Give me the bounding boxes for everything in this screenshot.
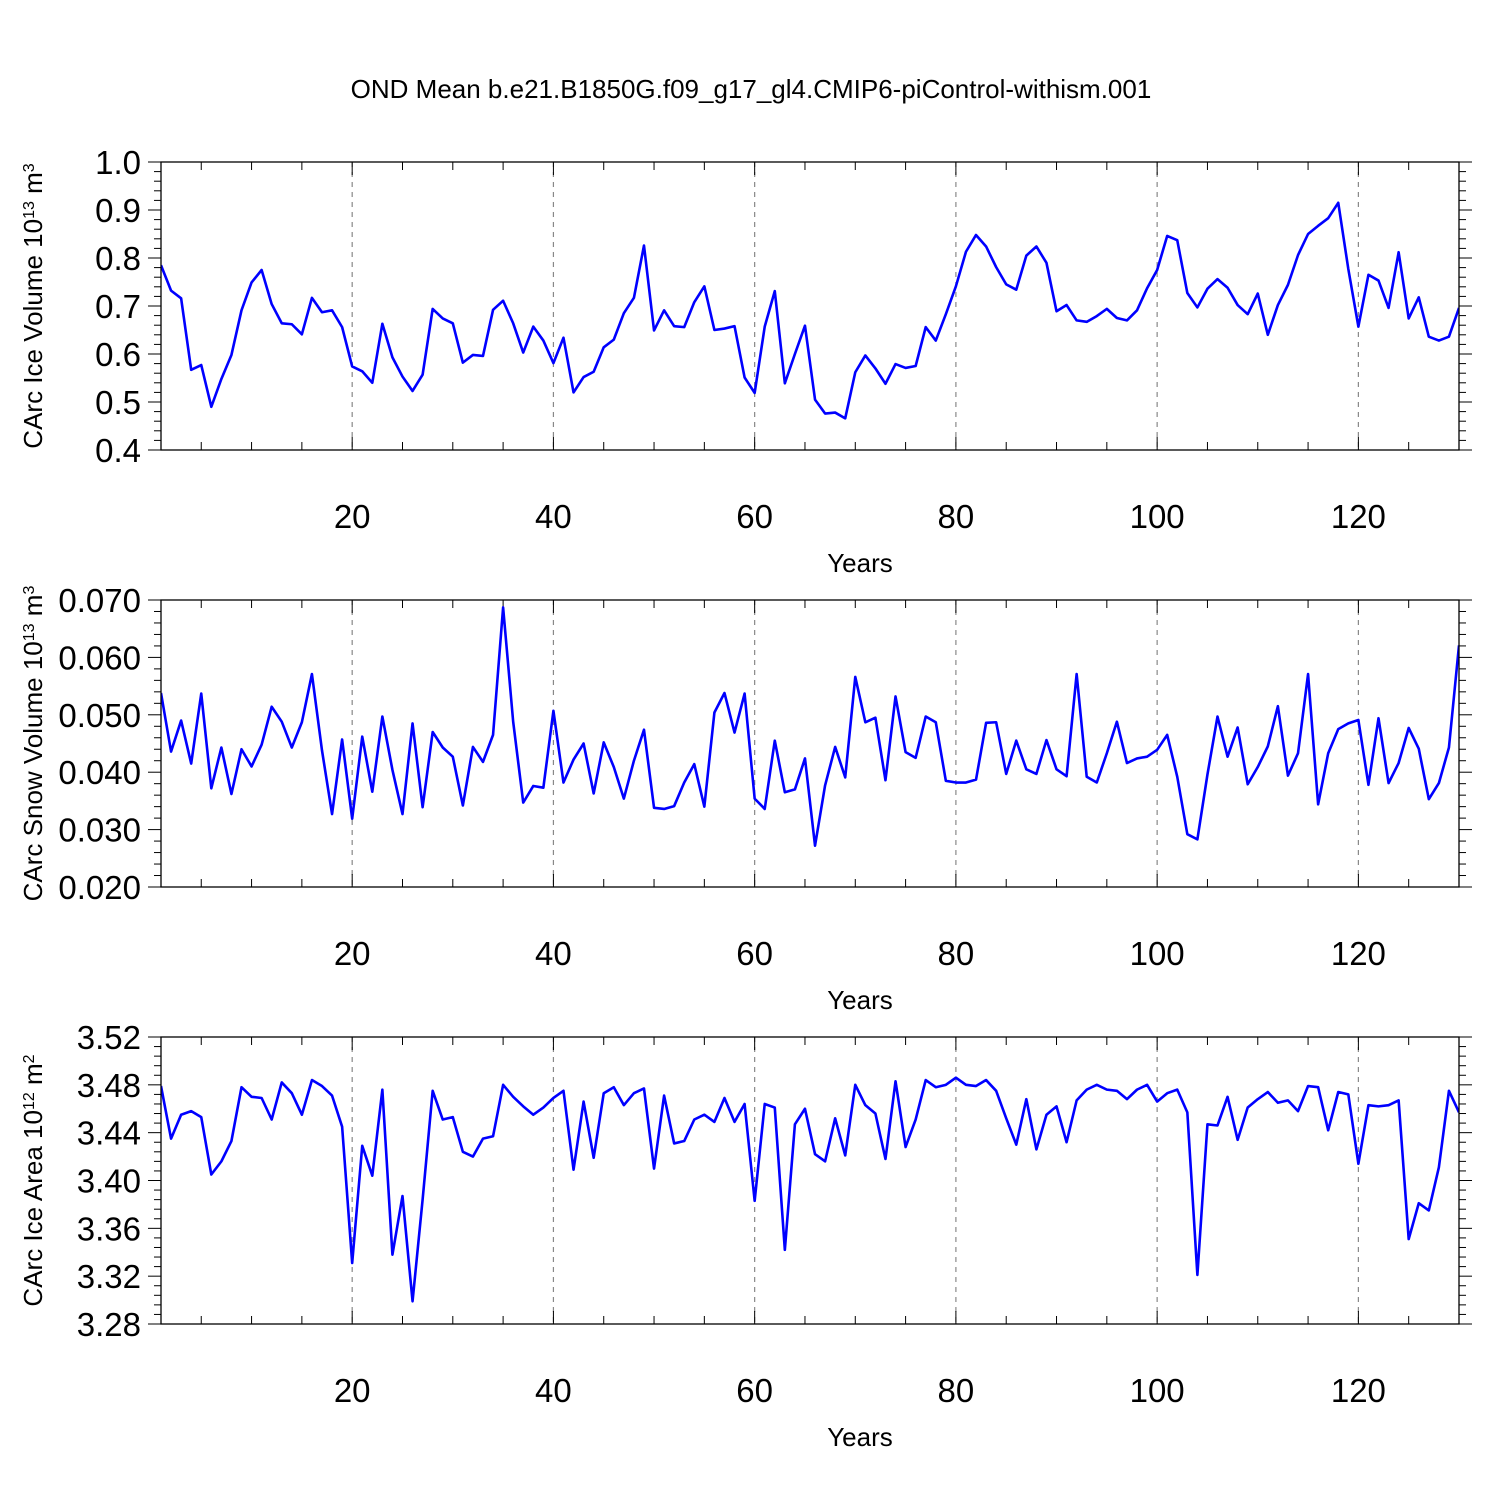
y-tick-label: 1.0	[95, 144, 141, 181]
x-tick-label: 40	[535, 498, 572, 535]
series-line-snow-volume	[161, 606, 1459, 847]
x-tick-label: 100	[1130, 935, 1185, 972]
x-tick-label: 120	[1331, 935, 1386, 972]
y-tick-label: 0.050	[58, 697, 141, 734]
x-tick-label: 100	[1130, 1372, 1185, 1409]
x-axis-title: Years	[827, 985, 893, 1015]
x-tick-label: 20	[334, 1372, 371, 1409]
x-tick-label: 120	[1331, 1372, 1386, 1409]
x-axis-title: Years	[827, 1422, 893, 1452]
panel-ice-area: 3.28 3.32 3.36 3.40 3.44 3.48 3.52 20 40 60 80 100 1…	[18, 1019, 1472, 1452]
plot-frame	[160, 599, 1460, 888]
series-line-ice-volume	[161, 201, 1459, 420]
y-tick-label: 0.7	[95, 288, 141, 325]
x-tick-label: 20	[334, 498, 371, 535]
y-tick-label: 0.9	[95, 192, 141, 229]
y-title-unit-exponent: 2	[21, 1054, 38, 1063]
y-title-base: CArc Ice Area 10	[18, 1110, 48, 1307]
x-tick-label: 60	[736, 935, 773, 972]
x-tick-label: 60	[736, 498, 773, 535]
y-tick-label: 0.060	[58, 639, 141, 676]
y-tick-label: 3.32	[77, 1258, 141, 1295]
x-tick-label: 20	[334, 935, 371, 972]
y-tick-label: 0.070	[58, 582, 141, 619]
y-title-base: CArc Snow Volume 10	[18, 641, 48, 901]
x-tick-label: 120	[1331, 498, 1386, 535]
y-title-unit: m	[18, 595, 48, 624]
x-tick-label: 100	[1130, 498, 1185, 535]
y-tick-label: 0.030	[58, 812, 141, 849]
y-tick-label: 3.44	[77, 1115, 141, 1152]
y-tick-label: 0.6	[95, 336, 141, 373]
y-axis-title: CArc Snow Volume 1013 m3	[18, 586, 48, 902]
y-tick-label: 3.48	[77, 1067, 141, 1104]
plot-frame	[160, 1036, 1460, 1325]
panel-snow-volume: 0.020 0.030 0.040 0.050 0.060 0.070 20 40 60 80 10…	[18, 582, 1472, 1015]
y-title-unit: m	[18, 172, 48, 201]
figure-title: OND Mean b.e21.B1850G.f09_g17_gl4.CMIP6-…	[351, 74, 1152, 104]
y-title-exponent: 13	[21, 201, 38, 219]
y-title-unit-exponent: 3	[21, 163, 38, 172]
plot-frame	[160, 161, 1460, 451]
x-tick-label: 40	[535, 1372, 572, 1409]
panel-ice-volume: 0.4 0.5 0.6 0.7 0.8 0.9 1.0 20 40 60 80 100 120 Years…	[18, 144, 1472, 578]
y-title-unit: m	[18, 1063, 48, 1092]
y-title-base: CArc Ice Volume 10	[18, 219, 48, 449]
panels-container: 0.4 0.5 0.6 0.7 0.8 0.9 1.0 20 40 60 80 100 120 Years…	[18, 144, 1472, 1452]
y-tick-label: 0.5	[95, 384, 141, 421]
y-title-exponent: 13	[21, 623, 38, 641]
x-tick-label: 80	[938, 498, 975, 535]
y-tick-label: 3.28	[77, 1306, 141, 1343]
x-tick-label: 80	[938, 1372, 975, 1409]
y-tick-label: 3.36	[77, 1210, 141, 1247]
y-axis-title: CArc Ice Volume 1013 m3	[18, 163, 48, 448]
y-title-unit-exponent: 3	[21, 586, 38, 595]
y-tick-label: 3.52	[77, 1019, 141, 1056]
y-tick-label: 3.40	[77, 1163, 141, 1200]
series-line-ice-area	[161, 1076, 1459, 1303]
y-title-exponent: 12	[21, 1092, 38, 1110]
x-tick-label: 40	[535, 935, 572, 972]
y-axis-title: CArc Ice Area 1012 m2	[18, 1054, 48, 1306]
y-tick-label: 0.8	[95, 240, 141, 277]
y-tick-label: 0.020	[58, 869, 141, 906]
y-tick-label: 0.4	[95, 432, 141, 469]
x-tick-label: 60	[736, 1372, 773, 1409]
x-tick-label: 80	[938, 935, 975, 972]
x-axis-title: Years	[827, 548, 893, 578]
y-tick-label: 0.040	[58, 754, 141, 791]
